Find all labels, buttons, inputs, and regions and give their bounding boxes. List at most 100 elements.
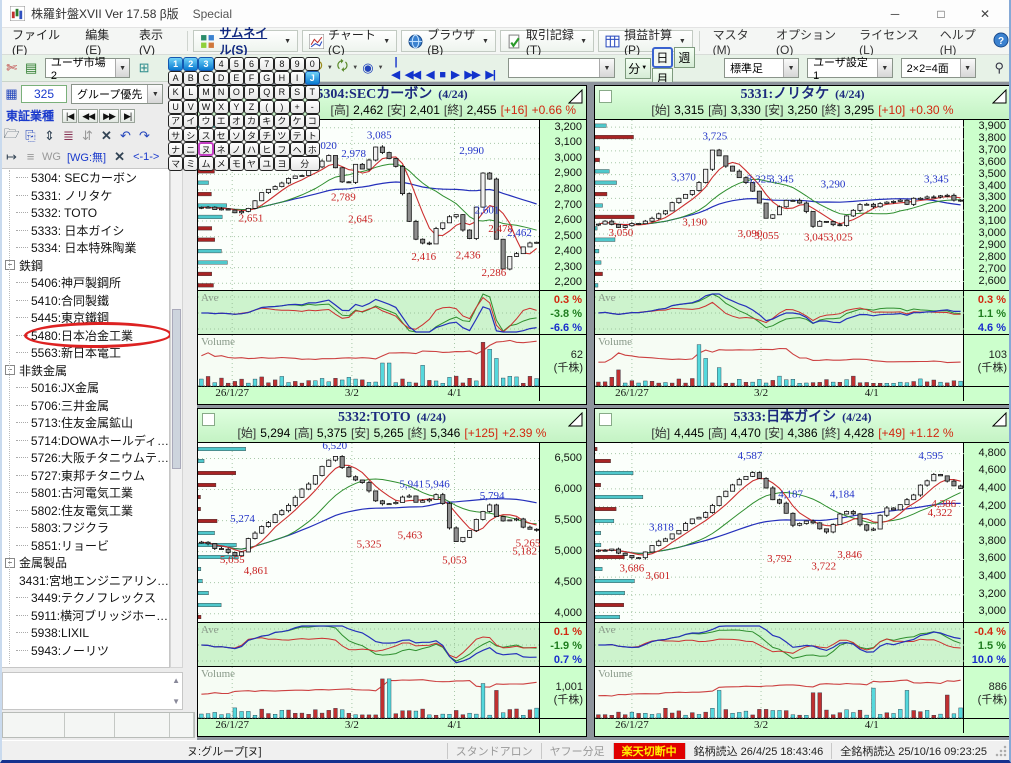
key-R[interactable]: R	[274, 85, 290, 100]
key-ハ[interactable]: ハ	[243, 142, 260, 157]
key-ユ[interactable]: ユ	[259, 156, 275, 171]
key-W[interactable]: W	[198, 99, 214, 114]
menu-edit[interactable]: 編集(E)	[85, 27, 110, 57]
key-ヨ[interactable]: ヨ	[274, 156, 290, 171]
key-E[interactable]: E	[228, 71, 244, 86]
sector-mode-label[interactable]: 東証業種	[6, 109, 55, 123]
maximize-corner-button[interactable]	[991, 88, 1007, 109]
key-ニ[interactable]: ニ	[183, 142, 199, 157]
key-U[interactable]: U	[168, 99, 184, 114]
sort-updown-icon[interactable]: ⇕	[44, 128, 55, 143]
tree-item[interactable]: 5304: SECカーボン	[2, 169, 169, 187]
paint-tool-icon[interactable]: 🗘	[336, 58, 349, 73]
collapse-icon[interactable]: −	[5, 557, 15, 568]
help-globe-icon[interactable]: ?	[993, 32, 1009, 51]
tree-item[interactable]: 5334: 日本特殊陶業	[2, 239, 169, 257]
key-C[interactable]: C	[198, 71, 214, 86]
tree-item[interactable]: 3431:宮地エンジニアリン…	[2, 572, 169, 590]
key-モ[interactable]: モ	[228, 156, 244, 171]
key-コ[interactable]: コ	[304, 113, 320, 128]
key-8[interactable]: 8	[274, 57, 290, 72]
key-4[interactable]: 4	[213, 57, 229, 72]
playback-first-button[interactable]: |◀	[391, 55, 401, 81]
key-5[interactable]: 5	[228, 57, 244, 72]
key-ホ[interactable]: ホ	[304, 142, 320, 157]
tree-item[interactable]: 5563:新日本電工	[2, 344, 169, 362]
market-grid-icon[interactable]: ⊞	[138, 60, 150, 75]
key-ヌ[interactable]: ヌ	[198, 142, 214, 157]
tool-browser-button[interactable]: ブラウザ(B) ▼	[401, 28, 496, 57]
key-T[interactable]: T	[304, 85, 320, 100]
playback-last-button[interactable]: ▶|	[485, 68, 496, 81]
tree-item[interactable]: 5332: TOTO	[2, 204, 169, 222]
tree-item[interactable]: 5726:大阪チタニウムテ…	[2, 449, 169, 467]
candle-style-select[interactable]: 標準足 ▼	[724, 58, 800, 78]
tree-item[interactable]: 5943:ノーリツ	[2, 642, 169, 660]
tree-icon[interactable]: ≡	[26, 149, 35, 164]
key-カ[interactable]: カ	[243, 113, 260, 128]
cursor-nav-label[interactable]: <-1->	[133, 150, 160, 163]
maximize-corner-button[interactable]	[991, 411, 1007, 432]
key-B[interactable]: B	[183, 71, 199, 86]
period-button-週[interactable]: 週	[673, 47, 695, 68]
key-ヒ[interactable]: ヒ	[259, 142, 275, 157]
minimize-button[interactable]: ─	[890, 6, 900, 21]
sector-nav-prev-button[interactable]: ◀◀	[78, 108, 99, 123]
tree-item[interactable]: 5480:日本冶金工業	[2, 327, 169, 345]
key-ア[interactable]: ア	[168, 113, 184, 128]
key-マ[interactable]: マ	[168, 156, 184, 171]
reorder-icon[interactable]: ⇵	[82, 128, 93, 143]
user-setting-select[interactable]: ユーザ設定1 ▼	[807, 57, 893, 82]
key-Q[interactable]: Q	[259, 85, 275, 100]
tree-group[interactable]: − 金属製品	[2, 554, 169, 572]
undo-step-icon[interactable]: ↶	[120, 128, 131, 143]
key-H[interactable]: H	[274, 71, 290, 86]
key-ヤ[interactable]: ヤ	[243, 156, 260, 171]
add-sheet-icon[interactable]: ▤	[25, 60, 38, 75]
key-M[interactable]: M	[198, 85, 214, 100]
menu-view[interactable]: 表示(V)	[138, 27, 163, 57]
collapse-icon[interactable]: −	[5, 260, 15, 271]
key-ノ[interactable]: ノ	[228, 142, 244, 157]
key-K[interactable]: K	[168, 85, 184, 100]
panel-select-checkbox[interactable]	[202, 413, 215, 426]
key-9[interactable]: 9	[289, 57, 305, 72]
key-ケ[interactable]: ケ	[289, 113, 305, 128]
group-priority-select[interactable]: グループ優先 ▼	[71, 84, 164, 104]
key-([interactable]: (	[259, 99, 275, 114]
key-シ[interactable]: シ	[183, 127, 199, 143]
key-+[interactable]: +	[289, 99, 305, 114]
tree-group[interactable]: − 非鉄金属	[2, 362, 169, 380]
pin-icon[interactable]: ⚲	[994, 60, 1005, 75]
key-0[interactable]: 0	[304, 57, 320, 72]
delete-icon[interactable]: ✕	[101, 128, 112, 143]
key-G[interactable]: G	[259, 71, 275, 86]
tree-item[interactable]: 5333: 日本ガイシ	[2, 222, 169, 240]
key-ス[interactable]: ス	[198, 127, 214, 143]
key-3[interactable]: 3	[198, 57, 214, 72]
jump-icon[interactable]: ↦	[6, 148, 17, 164]
key-6[interactable]: 6	[243, 57, 260, 72]
key-イ[interactable]: イ	[183, 113, 199, 128]
key-7[interactable]: 7	[259, 57, 275, 72]
tree-item[interactable]: 5802:住友電気工業	[2, 502, 169, 520]
copy-list-icon[interactable]: ⎘	[25, 128, 36, 143]
wg-state[interactable]: [WG:無]	[66, 151, 107, 164]
key-エ[interactable]: エ	[213, 113, 229, 128]
tree-scrollbar[interactable]	[170, 168, 183, 668]
key-分[interactable]: 分	[289, 156, 320, 171]
menu-license[interactable]: ライセンス(L)	[859, 27, 919, 57]
scroll-up-icon[interactable]: ▲	[172, 676, 180, 685]
tool-profit-calc-button[interactable]: 損益計算(P) ▼	[598, 28, 693, 57]
playback-forward-button[interactable]: ▶▶	[464, 68, 481, 81]
key-フ[interactable]: フ	[274, 142, 290, 157]
playback-rewind-button[interactable]: ◀◀	[405, 68, 421, 81]
close-button[interactable]: ✕	[979, 6, 991, 21]
key-ミ[interactable]: ミ	[183, 156, 199, 171]
key-X[interactable]: X	[213, 99, 229, 114]
key-ヘ[interactable]: ヘ	[289, 142, 305, 157]
sector-nav-next-button[interactable]: ▶▶	[99, 108, 119, 123]
tool-trade-log-button[interactable]: 取引記録(T) ▼	[499, 28, 595, 57]
key-テ[interactable]: テ	[289, 127, 305, 143]
code-input[interactable]: 325	[21, 85, 67, 103]
